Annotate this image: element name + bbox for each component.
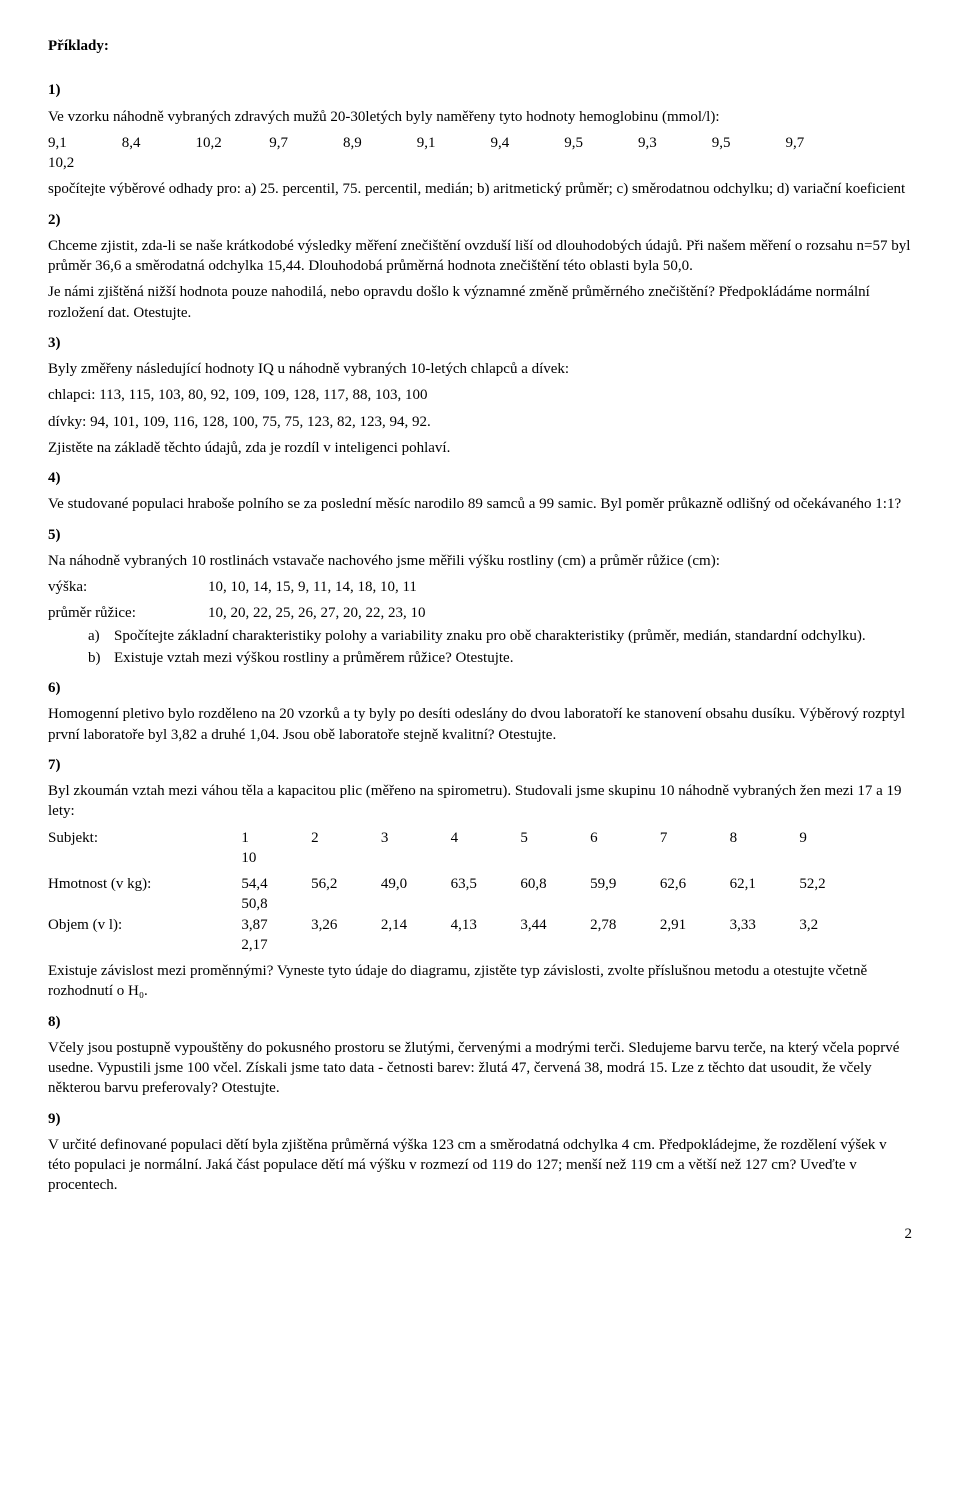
problem-9-text: V určité definované populaci dětí byla z… <box>48 1135 912 1196</box>
mass-label: Hmotnost (v kg): <box>48 874 241 915</box>
problem-1-number: 1) <box>48 80 912 100</box>
problem-5-height-row: výška: 10, 10, 14, 15, 9, 11, 14, 18, 10… <box>48 577 912 597</box>
volume-cells: 3,87 3,26 2,14 4,13 3,44 2,78 2,91 3,33 … <box>241 915 912 956</box>
problem-5-number: 5) <box>48 525 912 545</box>
cell: 8 <box>730 828 796 848</box>
height-label: výška: <box>48 577 208 597</box>
hb-val: 9,7 <box>269 133 339 153</box>
problem-3-intro: Byly změřeny následující hodnoty IQ u ná… <box>48 359 912 379</box>
problem-3-number: 3) <box>48 333 912 353</box>
height-values: 10, 10, 14, 15, 9, 11, 14, 18, 10, 11 <box>208 577 417 597</box>
cell: 60,8 <box>520 874 586 894</box>
problem-6-number: 6) <box>48 678 912 698</box>
problem-5-intro: Na náhodně vybraných 10 rostlinách vstav… <box>48 551 912 571</box>
hb-val: 9,1 <box>48 133 118 153</box>
subtask-a-text: Spočítejte základní charakteristiky polo… <box>114 626 866 646</box>
cell: 3,33 <box>730 915 796 935</box>
hb-val: 9,1 <box>417 133 487 153</box>
hb-val: 9,3 <box>638 133 708 153</box>
cell: 4,13 <box>451 915 517 935</box>
problem-7-task: Existuje závislost mezi proměnnými? Vyne… <box>48 961 912 1002</box>
cell: 3,26 <box>311 915 377 935</box>
cell: 56,2 <box>311 874 377 894</box>
hb-val: 9,5 <box>564 133 634 153</box>
problem-8-number: 8) <box>48 1012 912 1032</box>
problem-3-girls: dívky: 94, 101, 109, 116, 128, 100, 75, … <box>48 412 912 432</box>
cell: 59,9 <box>590 874 656 894</box>
cell: 2,78 <box>590 915 656 935</box>
page-number: 2 <box>48 1224 912 1244</box>
hb-val: 9,5 <box>712 133 782 153</box>
cell: 54,4 <box>241 874 307 894</box>
problem-8-text: Včely jsou postupně vypouštěny do pokusn… <box>48 1038 912 1099</box>
cell: 4 <box>451 828 517 848</box>
subtask-b-text: Existuje vztah mezi výškou rostliny a pr… <box>114 648 513 668</box>
volume-label: Objem (v l): <box>48 915 241 956</box>
problem-3-task: Zjistěte na základě těchto údajů, zda je… <box>48 438 912 458</box>
problem-2-number: 2) <box>48 210 912 230</box>
problem-7-number: 7) <box>48 755 912 775</box>
page-title: Příklady: <box>48 36 912 56</box>
cell: 62,6 <box>660 874 726 894</box>
problem-2-para2: Je námi zjištěná nižší hodnota pouze nah… <box>48 282 912 323</box>
cell: 1 <box>241 828 307 848</box>
rosette-label: průměr růžice: <box>48 603 208 623</box>
problem-2-para1: Chceme zjistit, zda-li se naše krátkodob… <box>48 236 912 277</box>
cell: 62,1 <box>730 874 796 894</box>
cell: 3 <box>381 828 447 848</box>
problem-5-rosette-row: průměr růžice: 10, 20, 22, 25, 26, 27, 2… <box>48 603 912 623</box>
subject-cells: 1 2 3 4 5 6 7 8 9 10 <box>241 828 912 869</box>
problem-6-text: Homogenní pletivo bylo rozděleno na 20 v… <box>48 704 912 745</box>
hb-val: 9,4 <box>491 133 561 153</box>
problem-7-intro: Byl zkoumán vztah mezi váhou těla a kapa… <box>48 781 912 822</box>
problem-4-number: 4) <box>48 468 912 488</box>
subtask-b-marker: b) <box>88 648 114 668</box>
cell: 2 <box>311 828 377 848</box>
cell: 2,14 <box>381 915 447 935</box>
problem-4-text: Ve studované populaci hraboše polního se… <box>48 494 912 514</box>
problem-5-subtasks: a) Spočítejte základní charakteristiky p… <box>48 626 912 669</box>
problem-1-values: 9,1 8,4 10,2 9,7 8,9 9,1 9,4 9,5 9,3 9,5… <box>48 133 912 174</box>
cell: 3,2 <box>799 915 865 935</box>
cell: 6 <box>590 828 656 848</box>
hb-val: 8,9 <box>343 133 413 153</box>
cell: 50,8 <box>241 894 307 914</box>
cell: 9 <box>799 828 865 848</box>
hb-val: 10,2 <box>196 133 266 153</box>
hb-val: 9,7 <box>786 133 856 153</box>
subject-label: Subjekt: <box>48 828 241 869</box>
cell: 5 <box>520 828 586 848</box>
problem-7-table: Subjekt: 1 2 3 4 5 6 7 8 9 10 Hmotnost (… <box>48 828 912 956</box>
hb-val: 10,2 <box>48 153 118 173</box>
problem-1-task: spočítejte výběrové odhady pro: a) 25. p… <box>48 179 912 199</box>
rosette-values: 10, 20, 22, 25, 26, 27, 20, 22, 23, 10 <box>208 603 426 623</box>
cell: 49,0 <box>381 874 447 894</box>
cell: 7 <box>660 828 726 848</box>
cell: 10 <box>241 848 307 868</box>
cell: 52,2 <box>799 874 865 894</box>
cell: 3,87 <box>241 915 307 935</box>
problem-3-boys: chlapci: 113, 115, 103, 80, 92, 109, 109… <box>48 385 912 405</box>
hb-val: 8,4 <box>122 133 192 153</box>
problem-9-number: 9) <box>48 1109 912 1129</box>
subtask-a-marker: a) <box>88 626 114 646</box>
cell: 3,44 <box>520 915 586 935</box>
cell: 63,5 <box>451 874 517 894</box>
cell: 2,17 <box>241 935 307 955</box>
problem-1-intro: Ve vzorku náhodně vybraných zdravých muž… <box>48 107 912 127</box>
cell: 2,91 <box>660 915 726 935</box>
mass-cells: 54,4 56,2 49,0 63,5 60,8 59,9 62,6 62,1 … <box>241 874 912 915</box>
